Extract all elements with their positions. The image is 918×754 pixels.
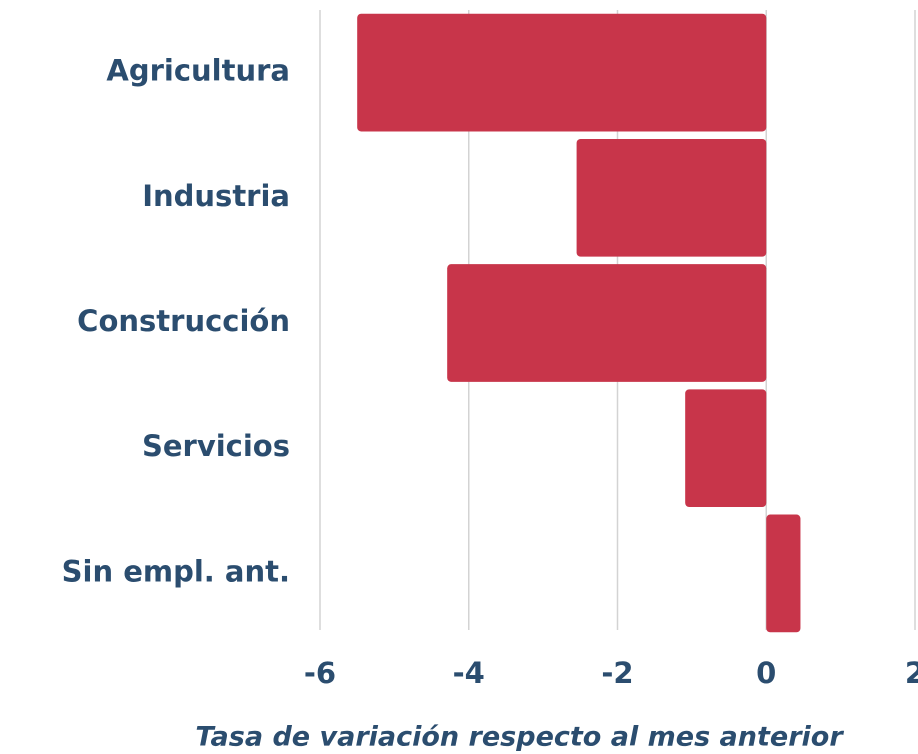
- y-tick-label: Industria: [142, 179, 290, 213]
- y-tick-label: Agricultura: [106, 54, 290, 88]
- bar: [447, 264, 767, 382]
- x-tick-label: -4: [453, 656, 485, 690]
- x-tick-label: 2: [905, 656, 918, 690]
- x-axis-label: Tasa de variación respecto al mes anteri…: [195, 722, 844, 753]
- y-tick-label: Servicios: [142, 429, 290, 463]
- x-tick-label: -6: [304, 656, 336, 690]
- bar: [357, 13, 767, 132]
- y-tick-label: Construcción: [77, 304, 290, 338]
- y-tick-label: Sin empl. ant.: [62, 554, 290, 588]
- bar: [766, 514, 801, 633]
- x-tick-label: 0: [756, 656, 776, 690]
- bar: [576, 138, 767, 257]
- bar: [685, 389, 767, 508]
- x-tick-label: -2: [601, 656, 633, 690]
